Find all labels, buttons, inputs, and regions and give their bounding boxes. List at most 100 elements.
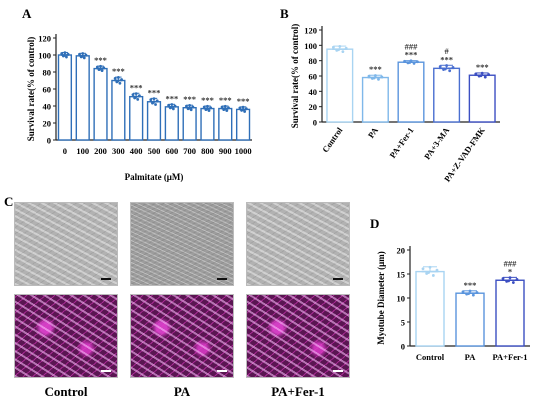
data-point (372, 76, 376, 80)
bar (415, 270, 445, 347)
data-point (202, 105, 206, 109)
data-point (408, 61, 412, 64)
data-point (337, 48, 340, 52)
data-point (428, 265, 432, 269)
y-tick-label: 20 (397, 246, 406, 256)
data-point (427, 271, 430, 274)
data-point (84, 53, 88, 57)
data-point (225, 109, 229, 112)
data-point (448, 69, 452, 73)
micrograph-pa-stained (130, 294, 234, 378)
data-point (167, 103, 171, 107)
panel-c: C Control PA PA+Fer-1 (0, 190, 360, 404)
data-point (137, 94, 141, 98)
data-point (471, 293, 475, 297)
micrograph-control-brightfield (14, 202, 118, 286)
data-point (209, 106, 213, 110)
bar (182, 106, 197, 141)
category-label: 200 (94, 146, 107, 156)
bar (361, 76, 389, 123)
bar (397, 61, 425, 123)
data-point (475, 291, 479, 294)
bar (111, 79, 126, 141)
significance-label: ### (504, 258, 518, 268)
data-point (480, 71, 484, 75)
data-point (99, 64, 102, 68)
data-point (169, 105, 173, 109)
data-point (81, 52, 85, 55)
data-point (80, 54, 84, 58)
category-label: Control (320, 125, 345, 154)
image-label-control: Control (44, 384, 88, 399)
data-point (116, 79, 120, 83)
data-point (515, 277, 519, 281)
significance-label: *** (94, 55, 107, 65)
data-point (468, 289, 472, 293)
significance-label: *** (405, 50, 418, 60)
data-point (380, 75, 384, 79)
y-tick-label: 40 (309, 87, 318, 97)
category-label: 300 (112, 146, 125, 156)
data-point (421, 267, 425, 271)
x-axis-label: Palmitate (μM) (125, 172, 184, 182)
data-point (331, 45, 335, 49)
bar (433, 67, 461, 123)
bar (200, 107, 215, 141)
bar (75, 55, 90, 141)
data-point (244, 107, 248, 111)
y-axis-label: Myotube Diameter (μm) (376, 251, 386, 344)
category-label: 0 (63, 146, 67, 156)
scale-bar (101, 370, 111, 372)
y-tick-label: 100 (38, 51, 51, 61)
data-point (241, 105, 245, 109)
data-point (78, 52, 81, 56)
data-point (82, 56, 86, 60)
data-point (120, 78, 123, 81)
y-tick-label: 0 (401, 342, 405, 352)
scale-bar (333, 278, 343, 280)
data-point (511, 281, 515, 284)
data-point (227, 106, 230, 110)
y-tick-label: 80 (309, 56, 318, 66)
data-point (483, 75, 487, 79)
data-point (95, 65, 99, 69)
panel-letter-a: A (22, 6, 32, 21)
data-point (116, 76, 120, 79)
panel-letter-c-wrap: C (4, 194, 13, 209)
category-label: 800 (201, 146, 214, 156)
data-point (338, 45, 342, 48)
y-tick-label: 120 (304, 26, 317, 36)
scale-bar (333, 370, 343, 372)
data-point (66, 52, 70, 56)
bar (218, 107, 233, 141)
data-point (60, 52, 64, 55)
bar (129, 95, 144, 141)
y-tick-label: 20 (309, 102, 318, 112)
data-point (403, 59, 406, 63)
micrograph-control-stained (14, 294, 118, 378)
significance-label: *** (440, 54, 453, 64)
data-point (149, 98, 153, 102)
micrograph-pa-fer1-brightfield (246, 202, 350, 286)
y-axis-label: Survival rate(% of control) (290, 24, 300, 129)
y-tick-label: 5 (401, 318, 405, 328)
panel-letter-c: C (4, 194, 13, 209)
scale-bar (217, 370, 227, 372)
data-point (474, 72, 478, 76)
category-label: 900 (219, 146, 232, 156)
y-tick-label: 120 (38, 34, 51, 44)
bar (164, 106, 179, 141)
data-point (241, 108, 244, 112)
significance-label: *** (112, 66, 125, 76)
data-point (431, 274, 435, 277)
significance-label: # (444, 46, 449, 56)
category-label: 700 (183, 146, 196, 156)
category-label: PA+3-MA (422, 125, 452, 162)
data-point (416, 60, 419, 64)
data-point (173, 104, 177, 108)
data-point (113, 77, 117, 80)
data-point (220, 105, 224, 109)
category-label: PA+Fer-1 (492, 352, 527, 362)
significance-label: *** (219, 95, 232, 105)
